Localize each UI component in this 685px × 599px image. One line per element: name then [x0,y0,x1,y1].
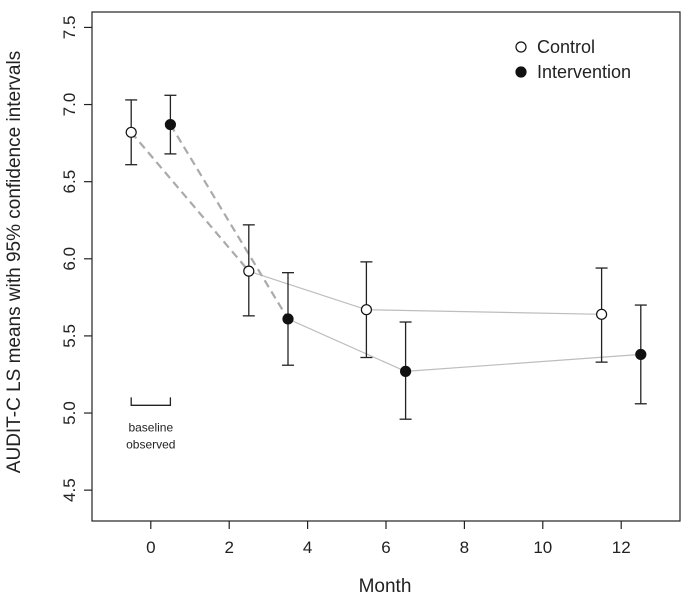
baseline-annotation-line: observed [126,437,175,451]
error-bars [125,94,647,420]
solid-connector [248,270,602,315]
plot-frame [91,11,681,522]
intervention-point [282,313,294,325]
x-tick-label: 4 [303,538,312,557]
y-tick-label: 5.5 [60,324,79,348]
intervention-point [164,118,176,131]
legend-marker [515,66,527,78]
y-tick-label: 7.0 [60,93,79,117]
legend: Control Intervention [515,37,631,82]
connectors [130,124,641,372]
intervention-point [635,348,647,361]
x-tick-label: 10 [533,538,552,557]
axes: 0 2 4 6 8 10 12 4.5 5.0 5.5 6.0 6.5 7.0 7.5 [60,11,681,557]
x-tick-label: 6 [381,538,390,557]
x-axis-title: Month [359,576,412,597]
baseline-annotation-line: baseline [128,420,173,434]
x-tick-label: 12 [612,538,631,557]
dashed-connector [130,131,250,272]
control-point [125,126,137,138]
legend-label: Intervention [537,62,631,82]
y-tick-label: 6.0 [60,247,79,271]
intervention-point [400,365,412,377]
dashed-connector [169,124,289,320]
baseline-bracket [130,397,172,406]
control-point [360,304,372,316]
y-axis-title: AUDIT-C LS means with 95% confidence int… [4,51,25,473]
y-tick-label: 4.5 [60,478,79,502]
x-tick-label: 8 [460,538,469,557]
y-tick-label: 7.5 [60,16,79,40]
legend-label: Control [537,37,595,57]
control-point [243,265,255,277]
y-tick-label: 6.5 [60,170,79,194]
y-tick-label: 5.0 [60,401,79,425]
x-tick-label: 0 [146,538,155,557]
annotations: baseline observed [126,397,175,451]
solid-connector [287,318,641,372]
control-point [595,308,608,320]
x-tick-label: 2 [224,538,233,557]
legend-marker [515,41,527,53]
data-points [125,118,647,377]
